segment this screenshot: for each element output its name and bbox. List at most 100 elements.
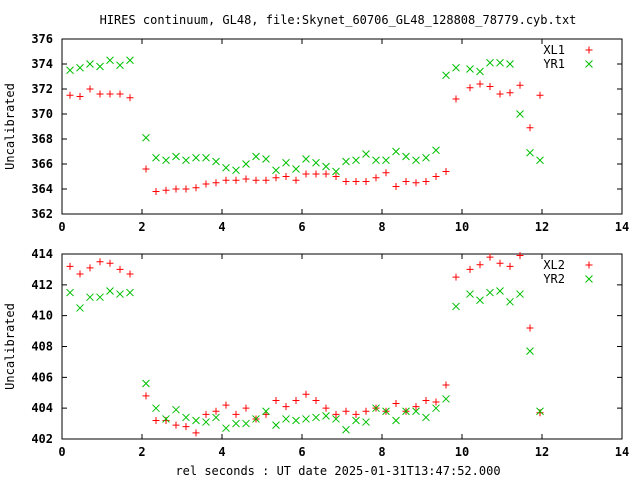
data-point	[126, 94, 134, 102]
legend-label: XL1	[543, 43, 565, 57]
data-point	[362, 178, 370, 185]
data-point	[142, 379, 150, 388]
data-point	[402, 152, 410, 161]
data-point	[262, 407, 270, 416]
data-point	[162, 415, 170, 423]
x-tick-label: 4	[218, 220, 225, 234]
data-point	[496, 287, 504, 295]
data-point	[192, 153, 200, 162]
y-tick-label: 412	[31, 278, 53, 292]
data-point	[352, 156, 360, 165]
data-point	[516, 252, 524, 260]
data-point	[212, 413, 220, 422]
data-point	[86, 60, 94, 68]
data-point	[232, 166, 240, 175]
data-point	[96, 258, 104, 266]
data-point	[182, 185, 190, 193]
data-point	[432, 173, 440, 180]
data-point	[412, 403, 420, 411]
data-point	[322, 412, 330, 420]
data-point	[96, 62, 104, 71]
chart-panel-2: 0 2 4 6 8 10 12 14 402 404 406 408 410 412 414 Uncalibr…	[3, 247, 629, 459]
data-point	[202, 153, 210, 162]
data-point	[152, 417, 160, 424]
data-point	[96, 90, 104, 98]
data-point	[422, 178, 430, 185]
data-point	[262, 176, 270, 184]
data-point	[272, 421, 280, 429]
data-point	[352, 410, 360, 418]
x-tick-label: 14	[615, 445, 629, 459]
data-point	[342, 407, 350, 415]
x-tick-label: 0	[58, 445, 65, 459]
data-point	[292, 176, 300, 184]
data-point	[412, 156, 420, 165]
data-point	[526, 347, 534, 355]
data-point	[126, 56, 134, 65]
data-point	[262, 155, 270, 163]
y-tick-label: 376	[31, 32, 53, 46]
data-point	[152, 404, 160, 413]
data-point	[466, 65, 474, 73]
x-tick-label: 10	[455, 220, 469, 234]
data-point	[202, 410, 210, 418]
data-point	[352, 178, 360, 185]
data-point	[302, 390, 310, 398]
data-point	[516, 110, 524, 118]
data-point	[382, 169, 390, 177]
data-point	[506, 297, 514, 306]
data-point	[66, 262, 74, 270]
data-point	[312, 413, 320, 422]
data-point	[116, 265, 124, 273]
series-XL2	[66, 252, 544, 437]
data-point	[222, 176, 230, 184]
data-point	[442, 395, 450, 403]
y-tick-label: 406	[31, 370, 53, 384]
data-point	[86, 85, 94, 93]
data-point	[282, 173, 290, 180]
data-point	[116, 290, 124, 298]
data-point	[362, 150, 370, 158]
data-point	[162, 417, 170, 424]
data-point	[466, 84, 474, 92]
data-point	[342, 157, 350, 166]
y-tick-label: 374	[31, 57, 53, 71]
data-point	[252, 176, 260, 184]
x-tick-label: 8	[378, 220, 385, 234]
data-point	[142, 133, 150, 142]
x-tick-label: 6	[298, 220, 305, 234]
legend-marker	[585, 261, 593, 269]
y-axis-label: Uncalibrated	[3, 303, 17, 390]
legend-marker	[585, 275, 593, 283]
data-point	[322, 162, 330, 171]
data-point	[452, 95, 460, 103]
data-point	[496, 90, 504, 98]
x-tick-label: 12	[535, 220, 549, 234]
data-point	[312, 170, 320, 178]
data-point	[516, 81, 524, 89]
data-point	[66, 288, 74, 297]
data-point	[242, 160, 250, 168]
data-point	[526, 324, 534, 332]
data-point	[106, 56, 114, 65]
data-point	[486, 253, 494, 261]
y-tick-label: 366	[31, 157, 53, 171]
data-point	[242, 404, 250, 412]
data-point	[402, 178, 410, 185]
data-point	[412, 179, 420, 187]
legend-marker	[585, 60, 593, 68]
y-tick-label: 368	[31, 132, 53, 146]
data-point	[342, 425, 350, 434]
data-point	[172, 152, 180, 161]
data-point	[282, 158, 290, 167]
data-point	[76, 63, 84, 72]
data-point	[466, 290, 474, 298]
data-point	[116, 61, 124, 70]
data-point	[332, 410, 340, 418]
data-point	[152, 153, 160, 162]
data-point	[282, 403, 290, 411]
data-point	[272, 166, 280, 175]
data-point	[536, 91, 544, 99]
data-point	[422, 413, 430, 422]
data-point	[352, 416, 360, 425]
